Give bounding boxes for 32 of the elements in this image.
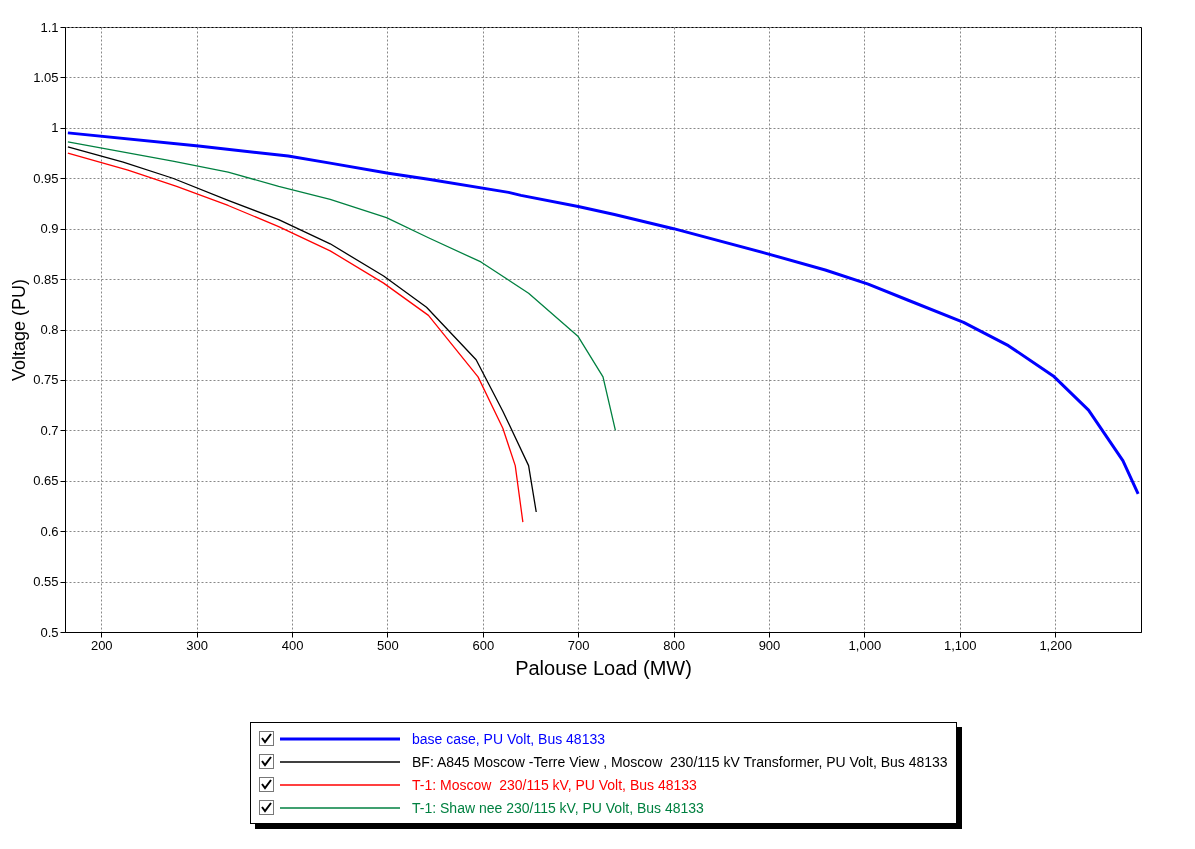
y-tick-label: 0.55 xyxy=(33,574,59,590)
x-tick-label: 500 xyxy=(377,637,399,653)
y-tick-label: 1.05 xyxy=(33,69,59,85)
x-tick-label: 300 xyxy=(186,637,208,653)
x-tick-label: 200 xyxy=(90,637,113,653)
text: T-1: Shaw nee 230/115 kV, PU Volt, Bus 48133 xyxy=(412,799,704,816)
y-tick-label: 0.95 xyxy=(33,170,59,186)
y-tick-label: 0.7 xyxy=(40,422,59,438)
y-tick-label: 0.5 xyxy=(40,624,59,640)
x-tick-label: 700 xyxy=(567,637,590,653)
line-series xyxy=(67,141,617,431)
x-tick-label: 400 xyxy=(281,637,304,653)
y-tick-label: 0.8 xyxy=(40,322,59,337)
y-tick-label: 0.85 xyxy=(33,271,59,287)
x-tick-label: 800 xyxy=(663,637,685,653)
y-tick-label: 0.9 xyxy=(40,221,59,237)
text: base case, PU Volt, Bus 48133 xyxy=(412,730,606,747)
x-tick-label: 900 xyxy=(758,637,781,653)
x-tick-label: 1,100 xyxy=(943,637,977,653)
y-tick-label: 1.1 xyxy=(40,19,59,35)
y-tick-label: 1 xyxy=(51,120,59,136)
y-axis-title: Voltage (PU) xyxy=(9,278,30,382)
text: BF: A845 Moscow -Terre View , Moscow 230/115 kV Transformer, PU Volt, Bus 48133 xyxy=(412,753,948,770)
y-tick-label: 0.65 xyxy=(33,473,59,489)
x-tick-label: 1,200 xyxy=(1039,637,1072,653)
y-tick-label: 0.75 xyxy=(33,372,59,388)
x-tick-label: 1,000 xyxy=(848,637,882,653)
x-tick-label: 600 xyxy=(472,637,495,653)
text: T-1: Moscow 230/115 kV, PU Volt, Bus 48133 xyxy=(412,776,697,793)
y-tick-label: 0.6 xyxy=(40,523,59,539)
x-axis-title: Palouse Load (MW) xyxy=(515,656,692,679)
line-series xyxy=(66,131,1140,496)
